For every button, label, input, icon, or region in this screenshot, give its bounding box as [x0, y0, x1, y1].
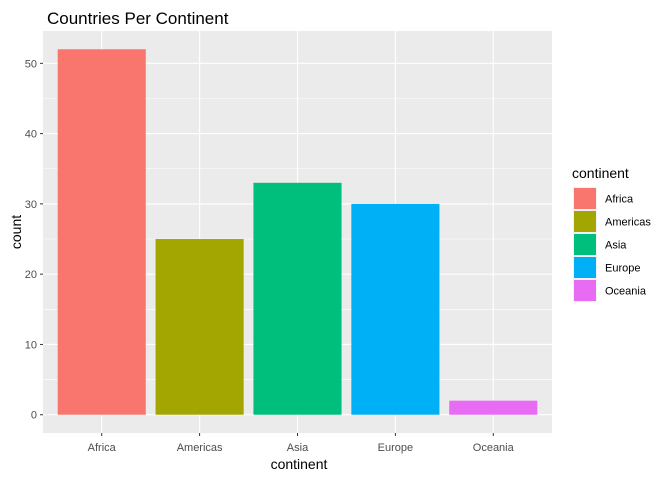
- bar-americas: [155, 239, 244, 415]
- chart-title: Countries Per Continent: [47, 9, 229, 28]
- y-axis: 0 10 20 30 40 50: [25, 58, 43, 422]
- bar-africa: [57, 49, 146, 415]
- x-tick-label-americas: Americas: [177, 442, 223, 454]
- x-tick-label-europe: Europe: [378, 442, 413, 454]
- x-tick-label-africa: Africa: [88, 442, 117, 454]
- y-tick-label: 40: [25, 129, 37, 141]
- x-tick-label-asia: Asia: [287, 442, 309, 454]
- legend-label-oceania: Oceania: [605, 286, 647, 298]
- y-tick-label: 0: [31, 410, 37, 422]
- y-tick-label: 50: [25, 58, 37, 70]
- legend: continent Africa Americas Asia Europe Oceani…: [572, 165, 651, 302]
- legend-items: Africa Americas Asia Europe Oceania: [573, 187, 651, 302]
- x-axis: Africa Americas Asia Europe Oceania: [88, 433, 515, 454]
- legend-label-africa: Africa: [605, 194, 634, 206]
- y-axis-title: count: [8, 215, 24, 249]
- y-tick-label: 30: [25, 199, 37, 211]
- legend-label-americas: Americas: [605, 217, 651, 229]
- legend-swatch-africa: [574, 188, 596, 209]
- y-tick-label: 10: [25, 339, 37, 351]
- legend-label-asia: Asia: [605, 240, 627, 252]
- bar-oceania: [449, 400, 538, 415]
- legend-title: continent: [572, 165, 629, 181]
- y-tick-label: 20: [25, 269, 37, 281]
- legend-swatch-asia: [574, 234, 596, 255]
- legend-swatch-americas: [574, 211, 596, 232]
- x-axis-title: continent: [271, 456, 328, 472]
- legend-label-europe: Europe: [605, 263, 640, 275]
- x-tick-label-oceania: Oceania: [473, 442, 515, 454]
- bar-asia: [253, 182, 342, 415]
- bars-group: [57, 49, 538, 415]
- legend-swatch-europe: [574, 257, 596, 278]
- legend-swatch-oceania: [574, 280, 596, 301]
- bar-europe: [351, 203, 440, 415]
